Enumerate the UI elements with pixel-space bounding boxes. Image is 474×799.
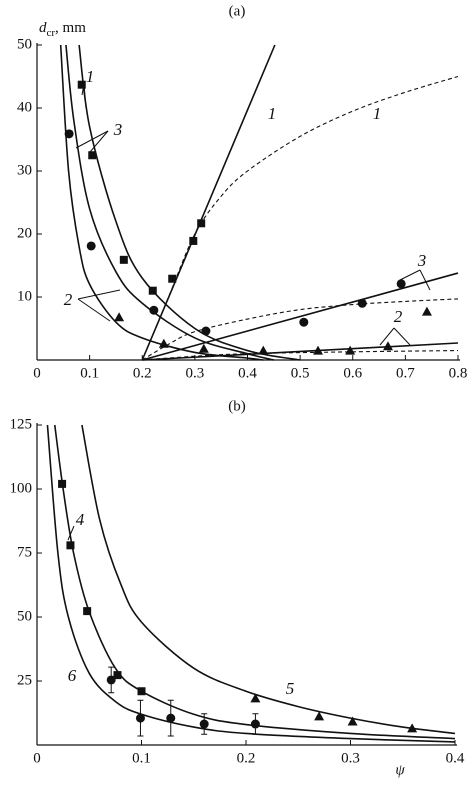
- curve: [142, 350, 459, 361]
- triangle-marker: [347, 716, 358, 726]
- leader-line: [75, 130, 109, 149]
- circle-marker: [357, 298, 367, 308]
- leader-line: [419, 269, 431, 291]
- x-tick-label: 0.4: [446, 750, 465, 766]
- y-tick-label: 75: [17, 544, 32, 560]
- leader-line: [379, 327, 395, 346]
- curve-annotation: 6: [68, 666, 77, 685]
- curve-annotation: 1: [268, 104, 277, 123]
- circle-marker: [250, 719, 260, 729]
- curve: [53, 424, 456, 740]
- curve: [142, 272, 459, 361]
- y-tick-label: 50: [17, 36, 32, 52]
- curve: [46, 424, 456, 743]
- panel: (a) 0 0.1 0.2 0.3 0.4 0.5 0.6 0.7 0.8 10 20 30 40 50 dc…: [17, 3, 467, 381]
- triangle-marker: [198, 343, 209, 353]
- square-marker: [113, 671, 122, 680]
- x-tick-label: 0.8: [449, 365, 468, 381]
- circle-marker: [86, 241, 96, 251]
- curve-annotation: 4: [76, 510, 85, 529]
- curve: [78, 44, 301, 361]
- square-marker: [66, 541, 75, 550]
- y-tick-label: 125: [10, 416, 33, 432]
- y-tick-label: 25: [17, 672, 32, 688]
- curve-annotation: 3: [417, 251, 427, 270]
- x-tick-label: 0.5: [291, 365, 310, 381]
- y-tick-label: 50: [17, 608, 32, 624]
- x-tick-label: 0: [33, 365, 41, 381]
- x-tick-label: 0: [33, 750, 41, 766]
- circle-marker: [299, 317, 309, 327]
- circle-marker: [199, 719, 209, 729]
- x-tick-label: 0.6: [343, 365, 362, 381]
- leader-line: [67, 525, 75, 541]
- x-tick-label: 0.4: [238, 365, 257, 381]
- triangle-marker: [421, 306, 432, 316]
- x-tick-label: 0.3: [341, 750, 360, 766]
- circle-marker: [106, 675, 116, 685]
- leader-line: [83, 83, 87, 109]
- triangle-marker: [383, 341, 394, 351]
- y-tick-label: 20: [17, 225, 32, 241]
- x-tick-label: 0.3: [186, 365, 205, 381]
- square-marker: [119, 255, 128, 264]
- curve-annotation: 5: [286, 679, 295, 698]
- y-label-unit: , mm: [55, 20, 86, 36]
- curve-annotation: 2: [394, 307, 403, 326]
- leader-line: [89, 130, 109, 153]
- curve: [141, 75, 459, 361]
- leader-line: [399, 269, 421, 281]
- square-marker: [77, 80, 86, 89]
- x-axis-label: ψ: [395, 762, 405, 778]
- circle-marker: [135, 713, 145, 723]
- curve: [142, 342, 459, 361]
- leader-line: [393, 327, 411, 346]
- leader-line: [77, 298, 111, 322]
- y-label-symbol: d: [39, 20, 47, 36]
- curve: [141, 298, 459, 361]
- curve-annotation: 3: [113, 120, 123, 139]
- panel-label: (b): [228, 398, 246, 414]
- triangle-marker: [345, 345, 356, 355]
- x-tick-label: 0.1: [132, 750, 151, 766]
- circle-marker: [149, 305, 159, 315]
- y-tick-label: 40: [17, 99, 32, 115]
- curve: [59, 44, 264, 361]
- y-tick-label: 100: [10, 480, 33, 496]
- y-tick-label: 30: [17, 162, 32, 178]
- triangle-marker: [314, 711, 325, 721]
- x-tick-label: 0.1: [80, 365, 99, 381]
- curve-annotation: 2: [64, 290, 73, 309]
- y-label-subscript: cr: [47, 27, 56, 39]
- circle-marker: [166, 713, 176, 723]
- curve-annotation: 1: [86, 67, 95, 86]
- circle-marker: [396, 279, 406, 289]
- x-tick-label: 0.2: [133, 365, 152, 381]
- triangle-marker: [114, 312, 125, 322]
- x-tick-label: 0.7: [396, 365, 415, 381]
- panel-label: (a): [229, 3, 246, 19]
- curve: [65, 44, 274, 361]
- triangle-marker: [258, 345, 269, 355]
- curve-annotation: 1: [373, 104, 382, 123]
- panel: (b) 0 0.1 0.2 0.3 0.4 25 50 75 100 125 ψ 4 5 6: [10, 398, 465, 778]
- square-marker: [168, 274, 177, 283]
- triangle-marker: [250, 693, 261, 703]
- leader-line: [77, 289, 121, 300]
- curve: [81, 424, 456, 735]
- square-marker: [88, 151, 97, 160]
- y-axis-label: dcr, mm: [39, 20, 86, 38]
- square-marker: [83, 607, 92, 616]
- circle-marker: [64, 129, 74, 139]
- y-tick-label: 10: [17, 288, 32, 304]
- square-marker: [189, 236, 198, 245]
- x-tick-label: 0.2: [237, 750, 256, 766]
